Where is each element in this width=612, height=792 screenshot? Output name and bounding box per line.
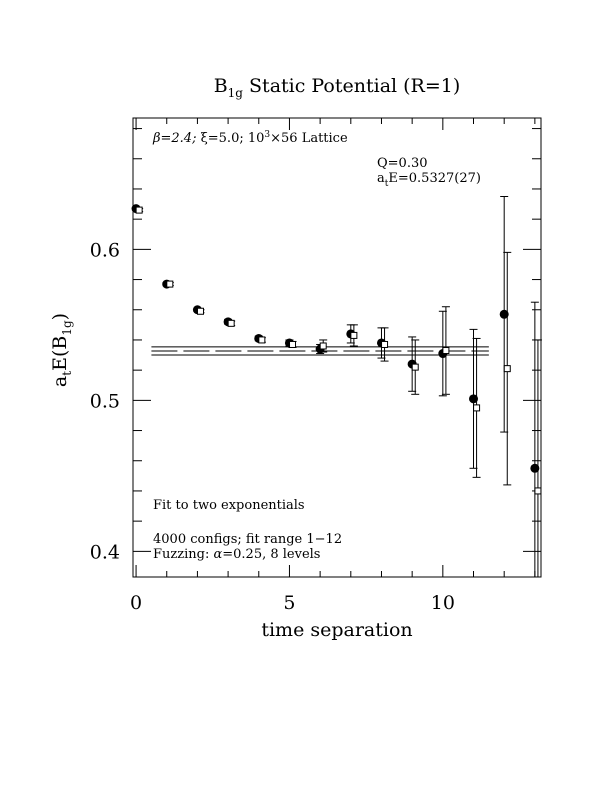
configs-annotation: 4000 configs; fit range 1−12 [153, 532, 342, 547]
error-bars [132, 196, 542, 577]
x-tick-label: 0 [130, 592, 142, 614]
y-axis-label: atE(B1g) [49, 313, 74, 387]
data-point-circle [499, 309, 509, 319]
data-point-square [381, 340, 389, 348]
data-point-square [258, 336, 266, 344]
x-tick-label: 5 [283, 592, 295, 614]
data-point-square [503, 365, 511, 373]
tick-labels: 0 5 10 0.4 0.5 0.6 [90, 239, 455, 614]
lattice-annotation: β=2.4; ξ=5.0; 103×56 Lattice [152, 130, 348, 146]
fit-type-annotation: Fit to two exponentials [153, 498, 305, 513]
x-tick-label: 10 [431, 592, 455, 614]
fuzzing-annotation: Fuzzing: α=0.25, 8 levels [153, 547, 320, 562]
data-point-square [227, 319, 235, 327]
data-point-square [196, 307, 204, 315]
data-point-circle [469, 394, 479, 404]
data-point-square [166, 280, 174, 288]
energy-annotation: atE=0.5327(27) [377, 171, 481, 189]
data-point-square [442, 347, 450, 355]
data-point-square [534, 487, 542, 495]
data-point-square [319, 342, 327, 350]
y-tick-label: 0.5 [90, 390, 120, 412]
data-point-square [289, 340, 297, 348]
chart-title: B1g Static Potential (R=1) [214, 75, 461, 100]
y-tick-label: 0.6 [90, 239, 120, 261]
q-value-annotation: Q=0.30 [377, 156, 428, 171]
plot-frame [132, 117, 542, 578]
y-tick-label: 0.4 [90, 541, 120, 563]
data-point-square [135, 206, 143, 214]
data-points [131, 204, 542, 495]
data-point-square [473, 404, 481, 412]
data-point-circle [530, 463, 540, 473]
x-axis-label: time separation [261, 619, 412, 641]
data-point-square [350, 331, 358, 339]
data-point-square [411, 363, 419, 371]
